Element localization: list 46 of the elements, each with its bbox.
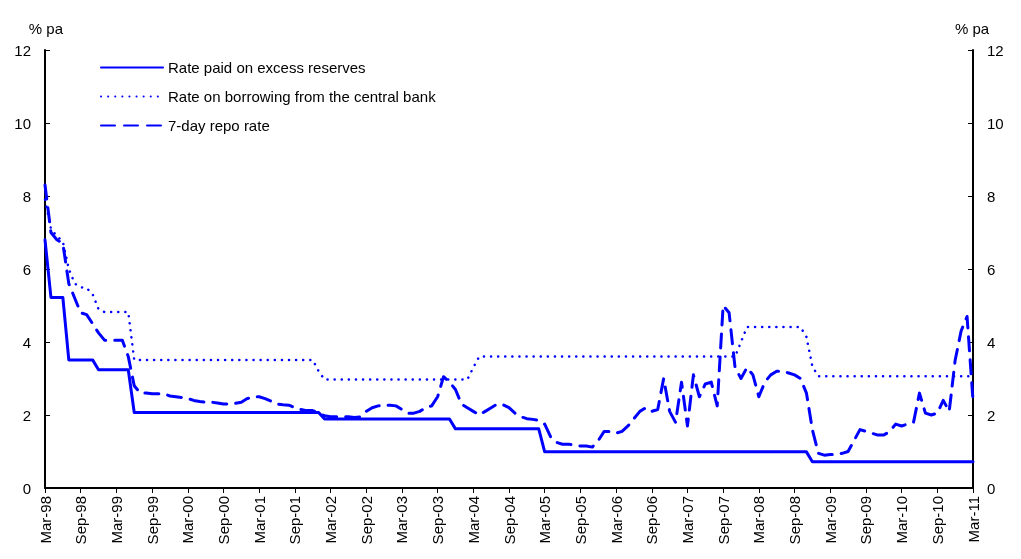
y2-tick-label: 2: [987, 406, 996, 424]
y2-tick-label: 10: [987, 114, 1004, 132]
x-tick-label: Mar-03: [393, 496, 411, 544]
x-tick-label: Sep-09: [857, 496, 875, 545]
x-tick-label: Mar-04: [464, 496, 482, 544]
x-tick-label: Sep-98: [72, 496, 90, 545]
y-tick-label: 10: [14, 114, 31, 132]
y2-tick-label: 4: [987, 333, 996, 351]
x-tick-label: Sep-10: [928, 496, 946, 545]
x-tick-label: Sep-05: [571, 496, 589, 545]
y-tick-label: 6: [22, 260, 31, 278]
legend-label: Rate paid on excess reserves: [168, 59, 366, 76]
x-tick-label: Mar-08: [750, 496, 768, 544]
x-tick-label: Mar-02: [322, 496, 340, 544]
y2-tick-label: 6: [987, 260, 996, 278]
x-tick-label: Mar-00: [179, 496, 197, 544]
x-tick-label: Sep-01: [286, 496, 304, 545]
x-tick-label: Sep-99: [143, 496, 161, 545]
x-tick-label: Sep-08: [786, 496, 804, 545]
y2-axis-title: % pa: [955, 20, 990, 37]
x-tick-label: Mar-01: [250, 496, 268, 544]
legend-label: Rate on borrowing from the central bank: [168, 88, 437, 105]
y-tick-label: 0: [22, 479, 31, 497]
x-tick-label: Mar-06: [607, 496, 625, 544]
x-tick-label: Sep-04: [500, 496, 518, 545]
x-tick-label: Mar-10: [893, 496, 911, 544]
x-tick-label: Mar-07: [678, 496, 696, 544]
x-tick-label: Mar-98: [36, 496, 54, 544]
x-tick-label: Mar-05: [536, 496, 554, 544]
y-tick-label: 8: [22, 187, 31, 205]
x-tick-label: Mar-11: [964, 496, 982, 543]
x-tick-label: Sep-06: [643, 496, 661, 545]
x-tick-label: Sep-03: [429, 496, 447, 545]
x-tick-label: Mar-09: [821, 496, 839, 544]
y-tick-label: 12: [14, 41, 31, 59]
y-axis-title: % pa: [28, 20, 64, 37]
x-tick-label: Mar-99: [107, 496, 125, 544]
x-tick-label: Sep-02: [357, 496, 375, 545]
y2-tick-label: 12: [987, 41, 1004, 59]
y2-tick-label: 8: [987, 187, 996, 205]
y-tick-label: 4: [22, 333, 31, 351]
y2-tick-label: 0: [987, 479, 996, 497]
y-tick-label: 2: [22, 406, 31, 424]
x-tick-label: Sep-07: [714, 496, 732, 545]
x-tick-label: Sep-00: [214, 496, 232, 545]
legend-label: 7-day repo rate: [168, 117, 270, 134]
